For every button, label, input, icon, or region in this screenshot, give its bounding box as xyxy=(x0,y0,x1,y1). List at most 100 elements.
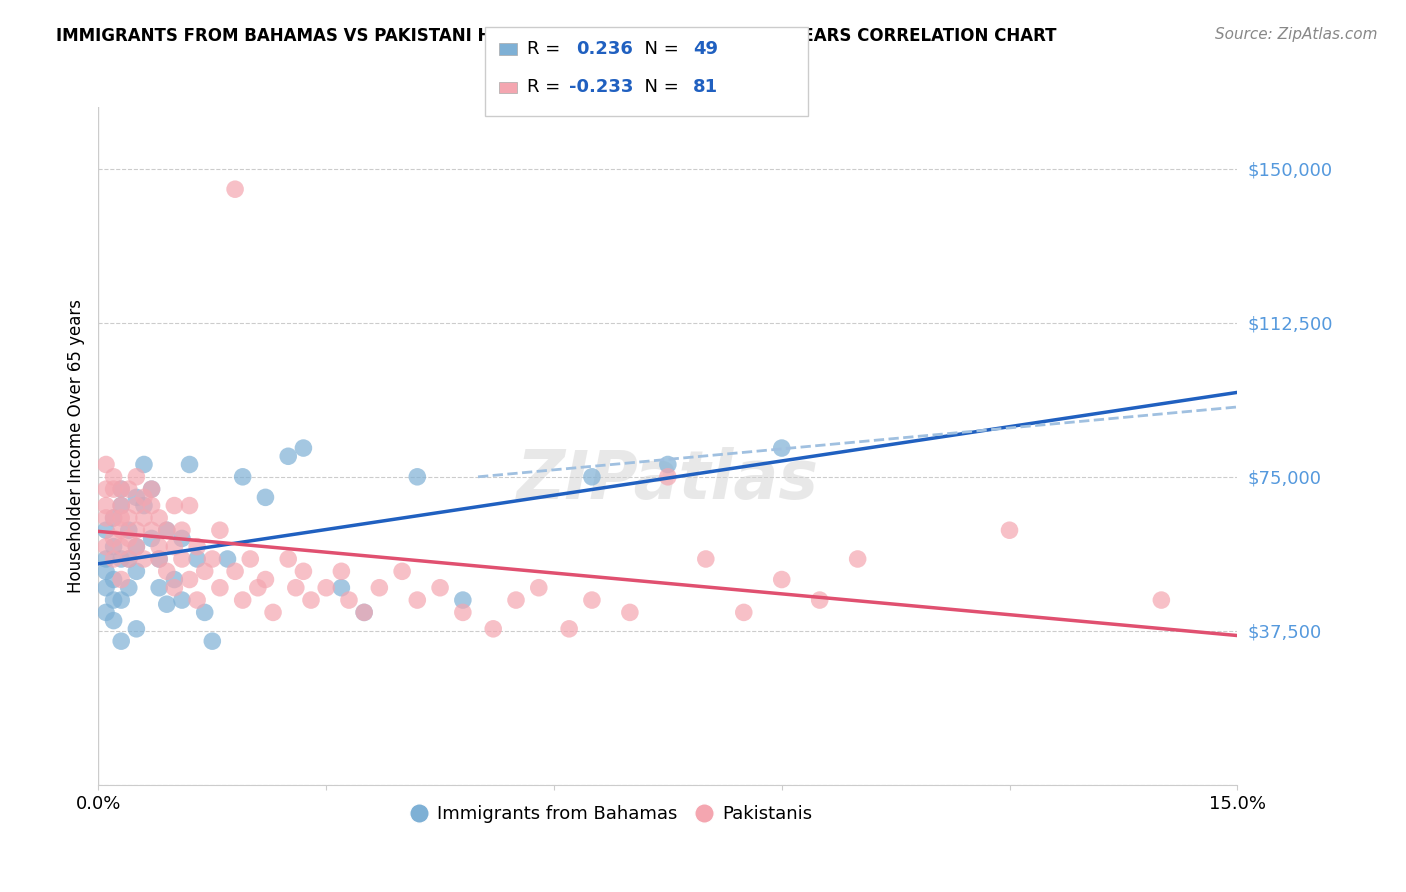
Point xyxy=(110,540,132,554)
Point xyxy=(110,482,132,496)
Point xyxy=(141,532,163,546)
Point xyxy=(103,532,125,546)
Point xyxy=(254,491,277,505)
Point xyxy=(232,593,254,607)
Point xyxy=(118,523,141,537)
Point xyxy=(179,573,201,587)
Point xyxy=(103,470,125,484)
Text: ZIPatlas: ZIPatlas xyxy=(517,447,818,513)
Point xyxy=(125,622,148,636)
Point xyxy=(118,552,141,566)
Point xyxy=(94,564,117,578)
Point xyxy=(208,523,231,537)
Text: 0.236: 0.236 xyxy=(576,40,633,58)
Point xyxy=(186,593,208,607)
Point xyxy=(110,499,132,513)
Point xyxy=(110,523,132,537)
Point xyxy=(110,634,132,648)
Point xyxy=(148,511,170,525)
Point xyxy=(125,564,148,578)
Point xyxy=(103,573,125,587)
Point xyxy=(337,593,360,607)
Point xyxy=(103,511,125,525)
Text: IMMIGRANTS FROM BAHAMAS VS PAKISTANI HOUSEHOLDER INCOME OVER 65 YEARS CORRELATIO: IMMIGRANTS FROM BAHAMAS VS PAKISTANI HOU… xyxy=(56,27,1057,45)
Point xyxy=(170,532,193,546)
Point xyxy=(94,606,117,620)
Y-axis label: Householder Income Over 65 years: Householder Income Over 65 years xyxy=(66,299,84,593)
Point xyxy=(148,552,170,566)
Point xyxy=(330,564,353,578)
Point xyxy=(770,573,793,587)
Point xyxy=(186,552,208,566)
Point xyxy=(156,597,179,611)
Text: 49: 49 xyxy=(693,40,718,58)
Point xyxy=(103,614,125,628)
Point xyxy=(808,593,831,607)
Point xyxy=(125,499,148,513)
Point xyxy=(125,540,148,554)
Point xyxy=(330,581,353,595)
Point xyxy=(156,523,179,537)
Point xyxy=(368,581,391,595)
Point xyxy=(254,573,277,587)
Point xyxy=(110,552,132,566)
Point xyxy=(451,593,474,607)
Point xyxy=(1150,593,1173,607)
Point xyxy=(125,540,148,554)
Point xyxy=(125,470,148,484)
Point xyxy=(179,499,201,513)
Point xyxy=(733,606,755,620)
Point xyxy=(94,482,117,496)
Point xyxy=(208,581,231,595)
Point xyxy=(163,499,186,513)
Text: 81: 81 xyxy=(693,78,718,96)
Point xyxy=(132,511,155,525)
Point xyxy=(353,606,375,620)
Point xyxy=(163,540,186,554)
Point xyxy=(163,573,186,587)
Point xyxy=(527,581,550,595)
Point xyxy=(170,593,193,607)
Point xyxy=(94,581,117,595)
Legend: Immigrants from Bahamas, Pakistanis: Immigrants from Bahamas, Pakistanis xyxy=(402,797,820,830)
Point xyxy=(103,511,125,525)
Point xyxy=(110,593,132,607)
Point xyxy=(141,482,163,496)
Point xyxy=(581,470,603,484)
Point xyxy=(103,482,125,496)
Point xyxy=(239,552,262,566)
Point xyxy=(179,458,201,472)
Point xyxy=(217,552,239,566)
Point xyxy=(94,511,117,525)
Point xyxy=(118,511,141,525)
Point xyxy=(232,470,254,484)
Text: Source: ZipAtlas.com: Source: ZipAtlas.com xyxy=(1215,27,1378,42)
Point xyxy=(619,606,641,620)
Point xyxy=(103,593,125,607)
Point xyxy=(277,450,299,464)
Point xyxy=(170,523,193,537)
Point xyxy=(186,540,208,554)
Point xyxy=(141,523,163,537)
Point xyxy=(846,552,869,566)
Point xyxy=(156,523,179,537)
Point xyxy=(141,482,163,496)
Point xyxy=(118,532,141,546)
Point xyxy=(94,552,117,566)
Point xyxy=(132,499,155,513)
Point xyxy=(391,564,413,578)
Point xyxy=(292,441,315,455)
Point xyxy=(103,552,125,566)
Text: R =: R = xyxy=(527,78,567,96)
Point xyxy=(657,458,679,472)
Point xyxy=(406,593,429,607)
Point xyxy=(353,606,375,620)
Point xyxy=(277,552,299,566)
Point xyxy=(94,523,117,537)
Point xyxy=(132,458,155,472)
Point xyxy=(148,581,170,595)
Point xyxy=(148,552,170,566)
Point xyxy=(201,634,224,648)
Text: -0.233: -0.233 xyxy=(569,78,634,96)
Point xyxy=(125,523,148,537)
